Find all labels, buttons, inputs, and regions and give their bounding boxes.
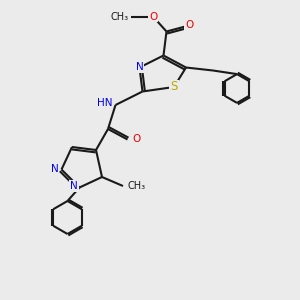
Text: CH₃: CH₃ bbox=[128, 181, 146, 191]
Text: CH₃: CH₃ bbox=[111, 11, 129, 22]
Text: O: O bbox=[132, 134, 140, 145]
Text: N: N bbox=[51, 164, 58, 175]
Text: N: N bbox=[70, 181, 78, 191]
Text: N: N bbox=[136, 62, 143, 73]
Text: S: S bbox=[170, 80, 178, 94]
Text: O: O bbox=[149, 11, 157, 22]
Text: O: O bbox=[185, 20, 193, 31]
Text: HN: HN bbox=[97, 98, 112, 109]
